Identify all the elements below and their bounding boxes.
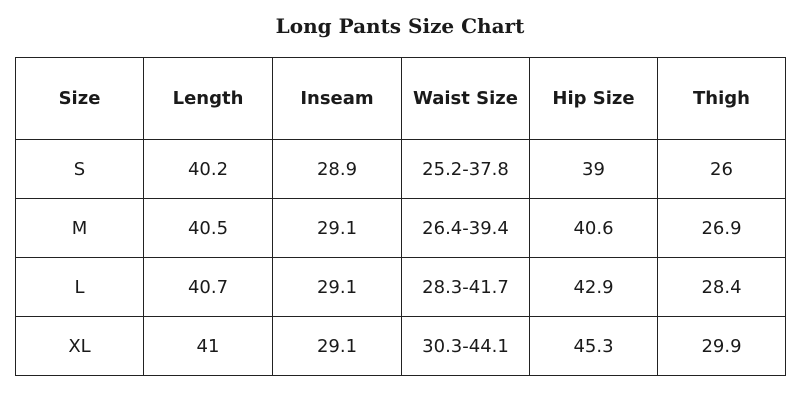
header-waist-size: Waist Size: [401, 57, 530, 140]
cell-size: S: [15, 139, 144, 199]
cell-inseam: 29.1: [272, 316, 402, 376]
header-hip-size: Hip Size: [529, 57, 658, 140]
cell-thigh: 26: [657, 139, 786, 199]
cell-waist-size: 25.2-37.8: [401, 139, 530, 199]
table-row: XL 41 29.1 30.3-44.1 45.3 29.9: [15, 316, 786, 376]
cell-inseam: 28.9: [272, 139, 402, 199]
header-thigh: Thigh: [657, 57, 786, 140]
cell-inseam: 29.1: [272, 257, 402, 317]
size-chart-table: Size Length Inseam Waist Size Hip Size T…: [15, 57, 786, 376]
cell-length: 40.2: [143, 139, 273, 199]
cell-hip-size: 40.6: [529, 198, 658, 258]
table-row: L 40.7 29.1 28.3-41.7 42.9 28.4: [15, 257, 786, 317]
cell-hip-size: 45.3: [529, 316, 658, 376]
cell-size: M: [15, 198, 144, 258]
cell-inseam: 29.1: [272, 198, 402, 258]
cell-thigh: 29.9: [657, 316, 786, 376]
cell-waist-size: 26.4-39.4: [401, 198, 530, 258]
cell-thigh: 26.9: [657, 198, 786, 258]
cell-thigh: 28.4: [657, 257, 786, 317]
cell-waist-size: 28.3-41.7: [401, 257, 530, 317]
table-row: M 40.5 29.1 26.4-39.4 40.6 26.9: [15, 198, 786, 258]
table-row: S 40.2 28.9 25.2-37.8 39 26: [15, 139, 786, 199]
cell-length: 40.5: [143, 198, 273, 258]
cell-hip-size: 39: [529, 139, 658, 199]
cell-size: L: [15, 257, 144, 317]
header-length: Length: [143, 57, 273, 140]
header-inseam: Inseam: [272, 57, 402, 140]
cell-length: 40.7: [143, 257, 273, 317]
cell-length: 41: [143, 316, 273, 376]
cell-hip-size: 42.9: [529, 257, 658, 317]
cell-size: XL: [15, 316, 144, 376]
header-size: Size: [15, 57, 144, 140]
page-title: Long Pants Size Chart: [275, 14, 525, 38]
cell-waist-size: 30.3-44.1: [401, 316, 530, 376]
table-header-row: Size Length Inseam Waist Size Hip Size T…: [15, 57, 786, 140]
